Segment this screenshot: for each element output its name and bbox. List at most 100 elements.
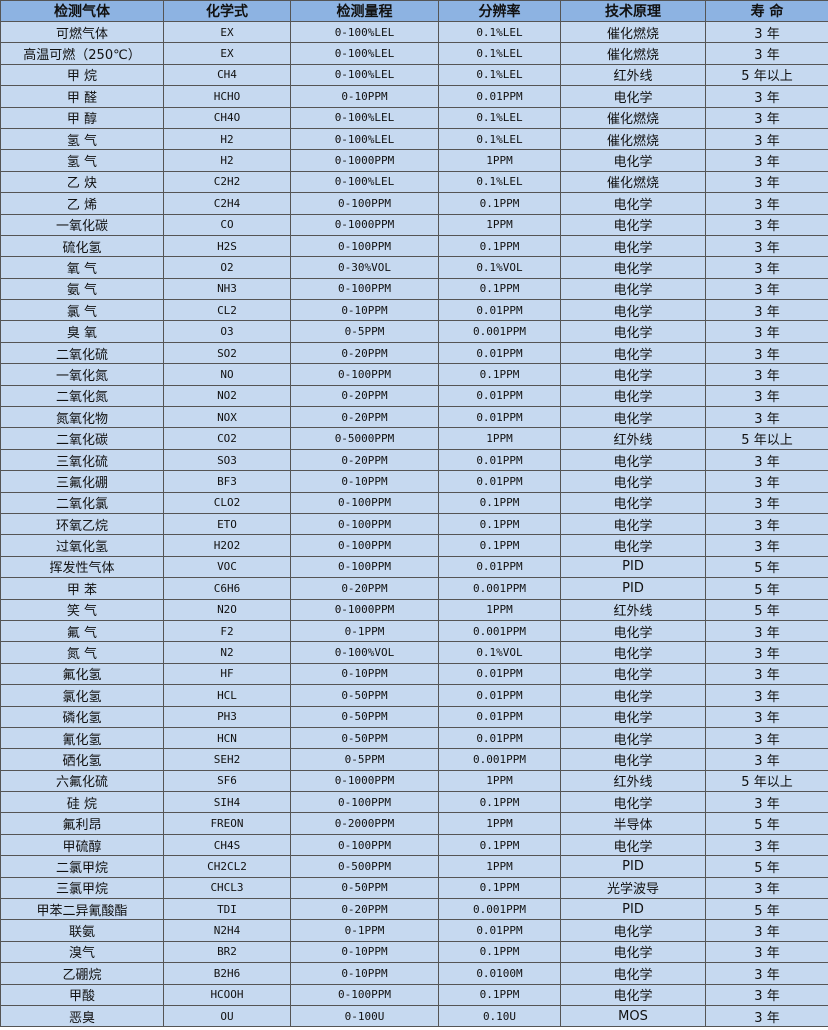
cell-lifetime: 3 年 xyxy=(705,1004,828,1028)
cell-resolution: 0.0100M xyxy=(438,962,561,985)
cell-principle: 电化学 xyxy=(560,534,706,557)
cell-lifetime: 3 年 xyxy=(705,833,828,857)
cell-formula: C2H2 xyxy=(163,170,291,194)
cell-resolution: 0.01PPM xyxy=(438,726,561,750)
cell-resolution: 1PPM xyxy=(438,427,561,450)
table-row: 过氧化氢 H2O2 0-100PPM 0.1PPM 电化学 3 年 xyxy=(0,534,828,557)
table-row: 高温可燃（250℃） EX 0-100%LEL 0.1%LEL 催化燃烧 3 年 xyxy=(0,42,828,65)
cell-range: 0-100PPM xyxy=(290,491,439,514)
cell-gas: 二氧化碳 xyxy=(0,427,164,450)
cell-lifetime: 3 年 xyxy=(705,940,828,964)
cell-resolution: 0.1PPM xyxy=(438,791,561,814)
cell-lifetime: 3 年 xyxy=(705,512,828,536)
cell-formula: HCN xyxy=(163,726,291,750)
cell-formula: B2H6 xyxy=(163,962,291,985)
cell-gas: 甲 醛 xyxy=(0,85,164,108)
table-row: 恶臭 OU 0-100U 0.10U MOS 3 年 xyxy=(0,1004,828,1028)
cell-lifetime: 3 年 xyxy=(705,705,828,728)
cell-lifetime: 3 年 xyxy=(705,662,828,686)
cell-range: 0-1000PPM xyxy=(290,149,439,172)
cell-principle: 光学波导 xyxy=(560,876,706,900)
cell-principle: 电化学 xyxy=(560,705,706,728)
cell-resolution: 0.1PPM xyxy=(438,940,561,964)
cell-principle: 电化学 xyxy=(560,791,706,814)
cell-range: 0-10PPM xyxy=(290,662,439,686)
cell-lifetime: 3 年 xyxy=(705,170,828,194)
cell-formula: NH3 xyxy=(163,277,291,301)
cell-range: 0-100PPM xyxy=(290,555,439,579)
cell-gas: 一氧化碳 xyxy=(0,213,164,236)
cell-range: 0-100PPM xyxy=(290,833,439,857)
cell-lifetime: 3 年 xyxy=(705,406,828,429)
cell-range: 0-50PPM xyxy=(290,684,439,707)
cell-gas: 氯化氢 xyxy=(0,684,164,707)
cell-formula: SO3 xyxy=(163,448,291,472)
cell-lifetime: 3 年 xyxy=(705,876,828,900)
cell-formula: EX xyxy=(163,20,291,44)
cell-formula: VOC xyxy=(163,555,291,579)
cell-gas: 环氧乙烷 xyxy=(0,512,164,536)
table-row: 二氧化氯 CLO2 0-100PPM 0.1PPM 电化学 3 年 xyxy=(0,491,828,514)
cell-gas: 甲硫醇 xyxy=(0,833,164,857)
cell-principle: PID xyxy=(560,555,706,579)
table-row: 二氧化氮 NO2 0-20PPM 0.01PPM 电化学 3 年 xyxy=(0,384,828,408)
cell-lifetime: 3 年 xyxy=(705,149,828,172)
cell-resolution: 0.1%LEL xyxy=(438,20,561,44)
cell-resolution: 0.01PPM xyxy=(438,705,561,728)
cell-range: 0-100%LEL xyxy=(290,106,439,129)
cell-formula: H2 xyxy=(163,127,291,151)
cell-gas: 笑 气 xyxy=(0,598,164,621)
cell-gas: 硒化氢 xyxy=(0,748,164,771)
table-row: 氟 气 F2 0-1PPM 0.001PPM 电化学 3 年 xyxy=(0,619,828,643)
cell-lifetime: 3 年 xyxy=(705,641,828,664)
cell-gas: 氟化氢 xyxy=(0,662,164,686)
cell-gas: 二氧化氯 xyxy=(0,491,164,514)
cell-range: 0-1000PPM xyxy=(290,769,439,793)
cell-resolution: 0.001PPM xyxy=(438,320,561,343)
cell-range: 0-10PPM xyxy=(290,85,439,108)
cell-resolution: 0.1%VOL xyxy=(438,641,561,664)
cell-range: 0-100%LEL xyxy=(290,63,439,87)
cell-resolution: 1PPM xyxy=(438,598,561,621)
cell-lifetime: 3 年 xyxy=(705,341,828,365)
cell-gas: 甲 烷 xyxy=(0,63,164,87)
table-row: 硒化氢 SEH2 0-5PPM 0.001PPM 电化学 3 年 xyxy=(0,748,828,771)
table-row: 氟化氢 HF 0-10PPM 0.01PPM 电化学 3 年 xyxy=(0,662,828,686)
table-row: 乙硼烷 B2H6 0-10PPM 0.0100M 电化学 3 年 xyxy=(0,962,828,985)
cell-resolution: 0.01PPM xyxy=(438,555,561,579)
cell-gas: 氰化氢 xyxy=(0,726,164,750)
cell-range: 0-20PPM xyxy=(290,898,439,921)
cell-lifetime: 5 年 xyxy=(705,855,828,878)
cell-gas: 二氧化硫 xyxy=(0,341,164,365)
cell-range: 0-10PPM xyxy=(290,470,439,493)
cell-formula: FREON xyxy=(163,812,291,835)
cell-resolution: 0.01PPM xyxy=(438,662,561,686)
table-row: 乙 炔 C2H2 0-100%LEL 0.1%LEL 催化燃烧 3 年 xyxy=(0,170,828,194)
table-row: 一氧化碳 CO 0-1000PPM 1PPM 电化学 3 年 xyxy=(0,213,828,236)
cell-resolution: 1PPM xyxy=(438,149,561,172)
cell-principle: 电化学 xyxy=(560,833,706,857)
cell-range: 0-100%LEL xyxy=(290,20,439,44)
cell-lifetime: 3 年 xyxy=(705,491,828,514)
cell-formula: NO2 xyxy=(163,384,291,408)
cell-resolution: 0.001PPM xyxy=(438,748,561,771)
cell-formula: C6H6 xyxy=(163,577,291,600)
cell-principle: 电化学 xyxy=(560,363,706,386)
cell-principle: 电化学 xyxy=(560,470,706,493)
cell-resolution: 0.1%VOL xyxy=(438,256,561,279)
cell-gas: 氮 气 xyxy=(0,641,164,664)
table-row: 氰化氢 HCN 0-50PPM 0.01PPM 电化学 3 年 xyxy=(0,726,828,750)
cell-gas: 氟 气 xyxy=(0,619,164,643)
cell-resolution: 0.001PPM xyxy=(438,619,561,643)
table-row: 氯 气 CL2 0-10PPM 0.01PPM 电化学 3 年 xyxy=(0,299,828,322)
cell-gas: 乙 烯 xyxy=(0,192,164,215)
cell-principle: 电化学 xyxy=(560,491,706,514)
cell-resolution: 0.1PPM xyxy=(438,876,561,900)
cell-principle: 电化学 xyxy=(560,726,706,750)
cell-gas: 乙硼烷 xyxy=(0,962,164,985)
cell-range: 0-10PPM xyxy=(290,940,439,964)
cell-lifetime: 3 年 xyxy=(705,619,828,643)
cell-range: 0-100PPM xyxy=(290,983,439,1006)
cell-gas: 氧 气 xyxy=(0,256,164,279)
cell-lifetime: 3 年 xyxy=(705,234,828,258)
